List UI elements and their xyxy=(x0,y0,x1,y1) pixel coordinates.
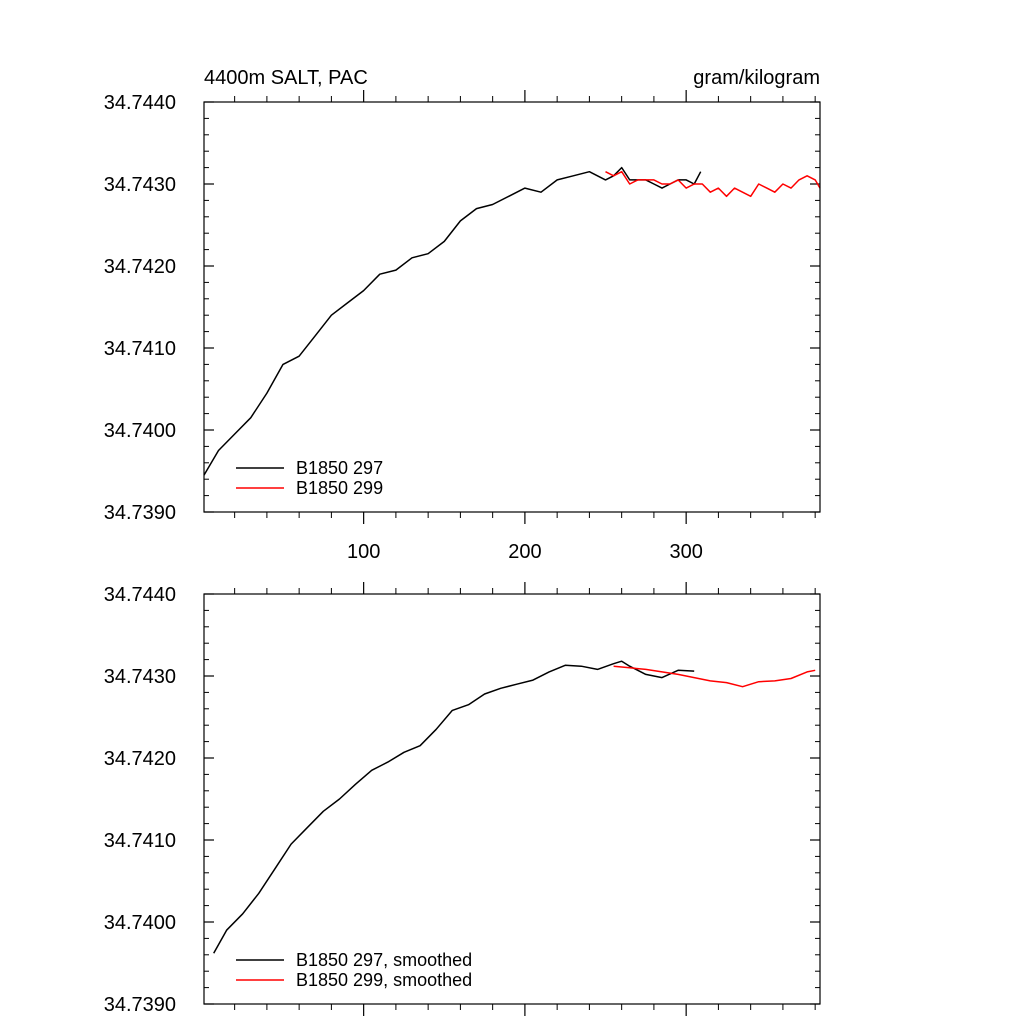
bottom-ytick-label: 34.7430 xyxy=(104,666,176,688)
top-xtick-label: 200 xyxy=(508,541,541,563)
top-title-left: 4400m SALT, PAC xyxy=(204,67,368,89)
top-series-b1850-297 xyxy=(203,166,702,476)
top-panel: 4400m SALT, PAC gram/kilogram 34.739034.… xyxy=(104,67,821,563)
top-ytick-label: 34.7390 xyxy=(104,502,176,524)
bottom-ytick-label: 34.7400 xyxy=(104,912,176,934)
top-xtick-label: 300 xyxy=(669,541,702,563)
bottom-legend-label: B1850 299, smoothed xyxy=(296,970,472,990)
top-title-right: gram/kilogram xyxy=(693,67,820,89)
top-xtick-label: 100 xyxy=(347,541,380,563)
bottom-series-b1850-299 xyxy=(613,665,816,688)
bottom-ytick-label: 34.7420 xyxy=(104,748,176,770)
top-series-b1850-299 xyxy=(605,170,821,198)
bottom-panel: 34.7390 34.7400 34.7410 34.7420 34.7430 34.74… xyxy=(104,582,821,1016)
bottom-series-b1850-297 xyxy=(213,660,695,954)
bottom-panel-plot-area xyxy=(213,660,816,954)
bottom-ytick-label: 34.7390 xyxy=(104,994,176,1016)
top-ytick-label: 34.7420 xyxy=(104,256,176,278)
top-ytick-label: 34.7400 xyxy=(104,420,176,442)
bottom-legend-label: B1850 297, smoothed xyxy=(296,950,472,970)
top-legend-label: B1850 297 xyxy=(296,458,383,478)
top-ytick-label: 34.7440 xyxy=(104,92,176,114)
bottom-panel-frame xyxy=(203,593,821,1005)
bottom-ytick-label: 34.7440 xyxy=(104,584,176,606)
top-panel-frame xyxy=(203,101,821,513)
bottom-ytick-label: 34.7410 xyxy=(104,830,176,852)
bottom-panel-ticks: 34.7390 34.7400 34.7410 34.7420 34.7430 34.74… xyxy=(104,582,820,1016)
top-ytick-label: 34.7410 xyxy=(104,338,176,360)
top-legend-label: B1850 299 xyxy=(296,478,383,498)
top-panel-ticks: 34.7390 34.7400 34.7410 34.7420 34.7430 34.74… xyxy=(104,90,820,563)
top-ytick-label: 34.7430 xyxy=(104,174,176,196)
top-panel-plot-area xyxy=(203,166,821,476)
